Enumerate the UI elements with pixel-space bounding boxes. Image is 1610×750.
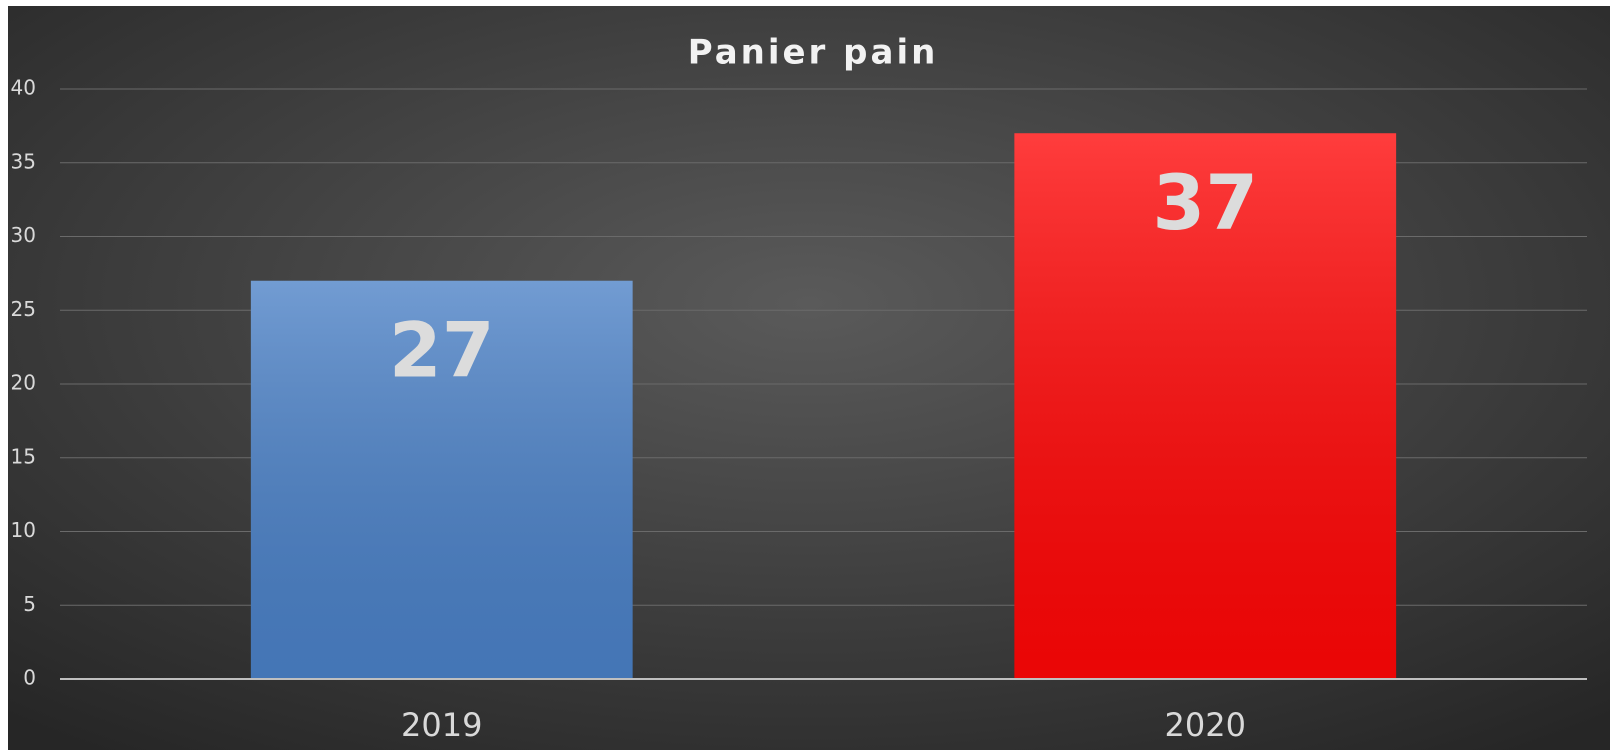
- y-tick-label: 40: [11, 76, 36, 100]
- y-tick-label: 35: [11, 149, 36, 173]
- data-label: 27: [389, 306, 495, 395]
- bar-shade: [1014, 133, 1397, 679]
- x-tick-label: 2019: [401, 706, 482, 744]
- y-tick-label: 25: [11, 297, 36, 321]
- y-tick-label: 0: [23, 666, 36, 690]
- x-tick-label: 2020: [1165, 706, 1246, 744]
- data-label: 37: [1152, 158, 1258, 247]
- y-tick-label: 20: [11, 371, 36, 395]
- y-tick-label: 30: [11, 223, 36, 247]
- y-tick-label: 5: [23, 592, 36, 616]
- bar-shade: [250, 280, 633, 679]
- y-tick-label: 15: [11, 444, 36, 468]
- chart-title: Panier pain: [688, 33, 939, 73]
- y-tick-label: 10: [11, 518, 36, 542]
